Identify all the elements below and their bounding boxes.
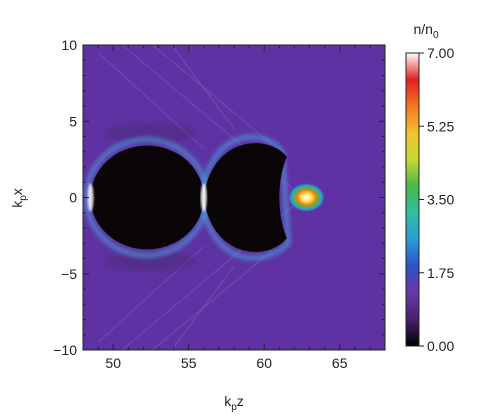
colorbar: 7.00 5.25 3.50 1.75 0.00 n/n0 (405, 21, 454, 354)
density-spike (87, 183, 94, 212)
wake-streak (170, 45, 235, 130)
wake-streak (170, 265, 235, 350)
density-spike (200, 183, 207, 212)
colorbar-tick-label: 3.50 (427, 192, 454, 208)
colorbar-tick-label: 7.00 (427, 45, 454, 61)
x-tick-label: 55 (181, 355, 197, 371)
plot-area (83, 45, 385, 350)
colorbar-tick-label: 1.75 (427, 265, 454, 281)
x-tick-label: 65 (332, 355, 348, 371)
colorbar-title: n/n0 (413, 21, 438, 41)
density-cavity (203, 143, 287, 252)
wake-lobe (105, 251, 196, 272)
x-axis: 50 55 60 65 (82, 45, 386, 371)
wake-streak (151, 45, 273, 145)
colorbar-ticks: 7.00 5.25 3.50 1.75 0.00 (419, 45, 454, 354)
cavity-sheath (198, 134, 291, 261)
colorbar-gradient (405, 52, 420, 347)
wake-lobe (105, 123, 196, 144)
injected-bunch (287, 182, 326, 213)
y-tick-label: −10 (53, 342, 77, 358)
y-tick-label: −5 (61, 266, 77, 282)
y-axis-title: kpx (9, 188, 29, 208)
colorbar-tick-label: 0.00 (427, 338, 454, 354)
x-tick-label: 60 (256, 355, 272, 371)
y-tick-label: 10 (61, 37, 77, 53)
wake-streak (151, 250, 273, 350)
x-tick-label: 50 (105, 355, 121, 371)
x-axis-title: kpz (224, 393, 244, 413)
y-tick-label: 0 (69, 190, 77, 206)
y-tick-label: 5 (69, 113, 77, 129)
density-cavity (90, 145, 204, 250)
colorbar-tick-label: 5.25 (427, 118, 454, 134)
wake-structure (83, 45, 326, 350)
y-axis: 10 5 0 −5 −10 (53, 37, 385, 358)
